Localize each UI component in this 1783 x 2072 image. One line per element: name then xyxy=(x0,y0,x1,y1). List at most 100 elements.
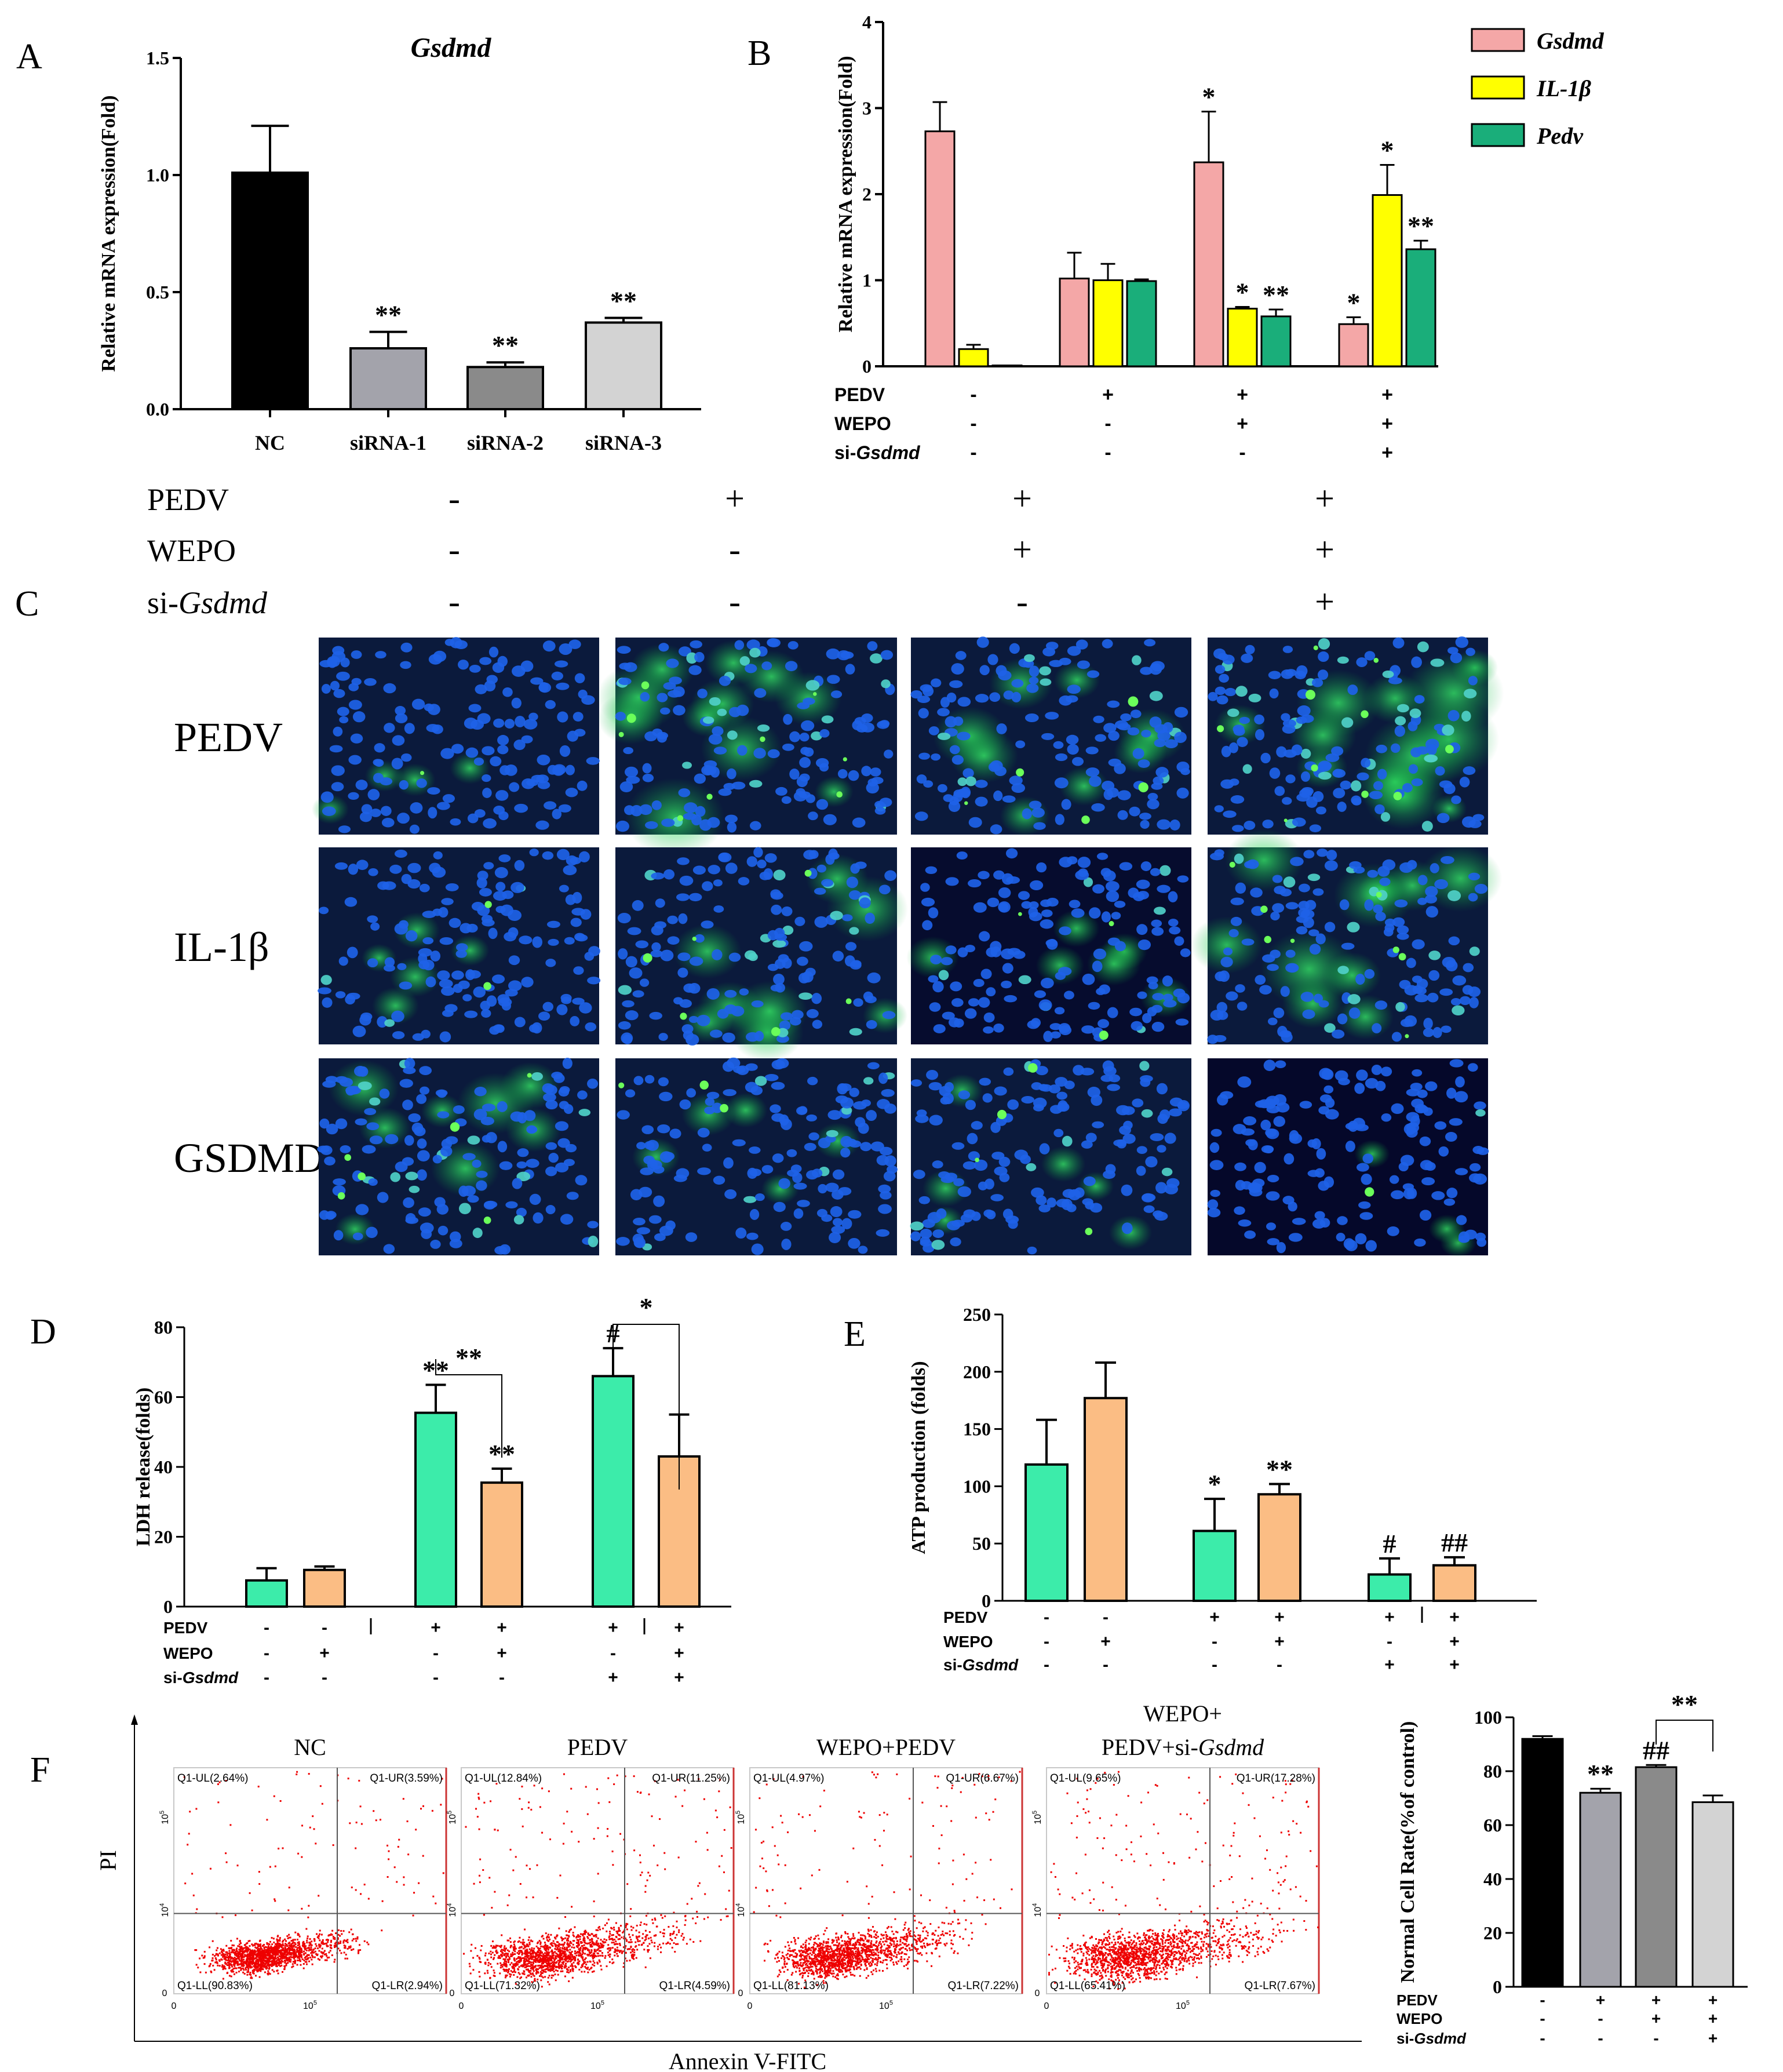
event-dot xyxy=(804,1951,807,1953)
event-dot xyxy=(643,1942,645,1944)
bar xyxy=(1227,308,1258,367)
event-dot xyxy=(532,1956,534,1958)
event-dot xyxy=(699,1940,702,1942)
event-dot xyxy=(539,1806,541,1808)
event-dot xyxy=(238,1967,240,1969)
event-dot xyxy=(538,1949,540,1951)
event-dot xyxy=(823,1961,825,1964)
event-dot xyxy=(589,1955,592,1957)
event-dot xyxy=(807,1961,809,1963)
event-dot xyxy=(406,1820,409,1823)
event-dot xyxy=(790,1973,793,1976)
bar xyxy=(1372,194,1403,367)
event-dot xyxy=(274,1943,276,1945)
event-dot xyxy=(510,1970,512,1972)
event-dot xyxy=(829,1972,832,1974)
event-dot xyxy=(533,1947,535,1950)
event-dot xyxy=(505,1970,508,1972)
event-dot xyxy=(849,1961,851,1963)
event-dot xyxy=(805,1946,807,1949)
event-dot xyxy=(366,1941,369,1943)
event-dot xyxy=(262,1944,264,1947)
event-dot xyxy=(531,1953,533,1955)
event-dot xyxy=(506,1949,509,1951)
event-dot xyxy=(541,1935,544,1937)
event-dot xyxy=(519,1936,521,1939)
event-dot xyxy=(604,1957,606,1959)
event-dot xyxy=(537,1941,539,1943)
event-dot xyxy=(584,1940,586,1943)
event-dot xyxy=(568,1980,570,1982)
event-dot xyxy=(262,1952,265,1954)
event-dot xyxy=(254,1951,257,1953)
event-dot xyxy=(848,1951,850,1953)
event-dot xyxy=(794,1943,797,1945)
event-dot xyxy=(249,1949,251,1951)
event-dot xyxy=(820,1947,822,1950)
event-dot xyxy=(484,1961,487,1964)
bracket-label: ** xyxy=(455,1343,482,1372)
event-dot xyxy=(565,1958,567,1961)
event-dot xyxy=(597,1802,600,1804)
event-dot xyxy=(925,1930,928,1932)
event-dot xyxy=(671,1946,673,1949)
event-dot xyxy=(270,1945,272,1947)
event-dot xyxy=(214,1955,216,1957)
event-dot xyxy=(544,1952,546,1954)
event-dot xyxy=(630,1908,632,1910)
event-dot xyxy=(236,1964,239,1966)
event-dot xyxy=(837,1965,840,1967)
event-dot xyxy=(856,1967,859,1969)
event-dot xyxy=(599,1954,601,1957)
event-dot xyxy=(276,1959,279,1961)
event-dot xyxy=(275,1963,277,1965)
event-dot xyxy=(252,1957,254,1960)
condition-sign: + xyxy=(1100,1632,1111,1651)
event-dot xyxy=(432,1895,435,1898)
event-dot xyxy=(241,1962,243,1965)
event-dot xyxy=(522,1942,524,1944)
event-dot xyxy=(853,1960,855,1962)
event-dot xyxy=(493,1975,495,1977)
event-dot xyxy=(852,1933,855,1935)
event-dot xyxy=(606,1939,608,1941)
event-dot xyxy=(689,1938,691,1940)
event-dot xyxy=(284,1956,286,1958)
event-dot xyxy=(800,1962,802,1964)
event-dot xyxy=(654,1935,657,1937)
event-dot xyxy=(783,1957,786,1959)
event-dot xyxy=(304,1961,307,1963)
event-dot xyxy=(324,1959,326,1961)
event-dot xyxy=(328,1956,330,1958)
event-dot xyxy=(290,1944,293,1946)
event-dot xyxy=(276,1957,279,1959)
event-dot xyxy=(301,1825,304,1827)
event-dot xyxy=(794,1939,796,1941)
event-dot xyxy=(259,1964,261,1966)
event-dot xyxy=(583,1936,585,1939)
event-dot xyxy=(858,1961,860,1964)
event-dot xyxy=(587,1937,589,1939)
y-axis-label: Relative mRNA expression(Fold) xyxy=(835,56,856,332)
event-dot xyxy=(529,1965,531,1968)
event-dot xyxy=(243,1958,245,1961)
event-dot xyxy=(852,1956,854,1958)
event-dot xyxy=(896,1940,898,1942)
event-dot xyxy=(677,1943,679,1945)
event-dot xyxy=(617,1943,619,1945)
event-dot xyxy=(612,1864,614,1866)
event-dot xyxy=(267,1960,269,1962)
event-dot xyxy=(293,1954,295,1956)
event-dot xyxy=(304,1947,306,1949)
event-dot xyxy=(669,1943,671,1945)
event-dot xyxy=(564,1916,567,1918)
event-dot xyxy=(279,1940,281,1942)
event-dot xyxy=(636,1949,639,1951)
event-dot xyxy=(288,1887,290,1889)
event-dot xyxy=(927,1932,929,1934)
event-dot xyxy=(595,1941,597,1943)
event-dot xyxy=(508,1894,511,1896)
event-dot xyxy=(243,1964,245,1967)
event-dot xyxy=(329,1946,331,1949)
event-dot xyxy=(842,1957,844,1960)
